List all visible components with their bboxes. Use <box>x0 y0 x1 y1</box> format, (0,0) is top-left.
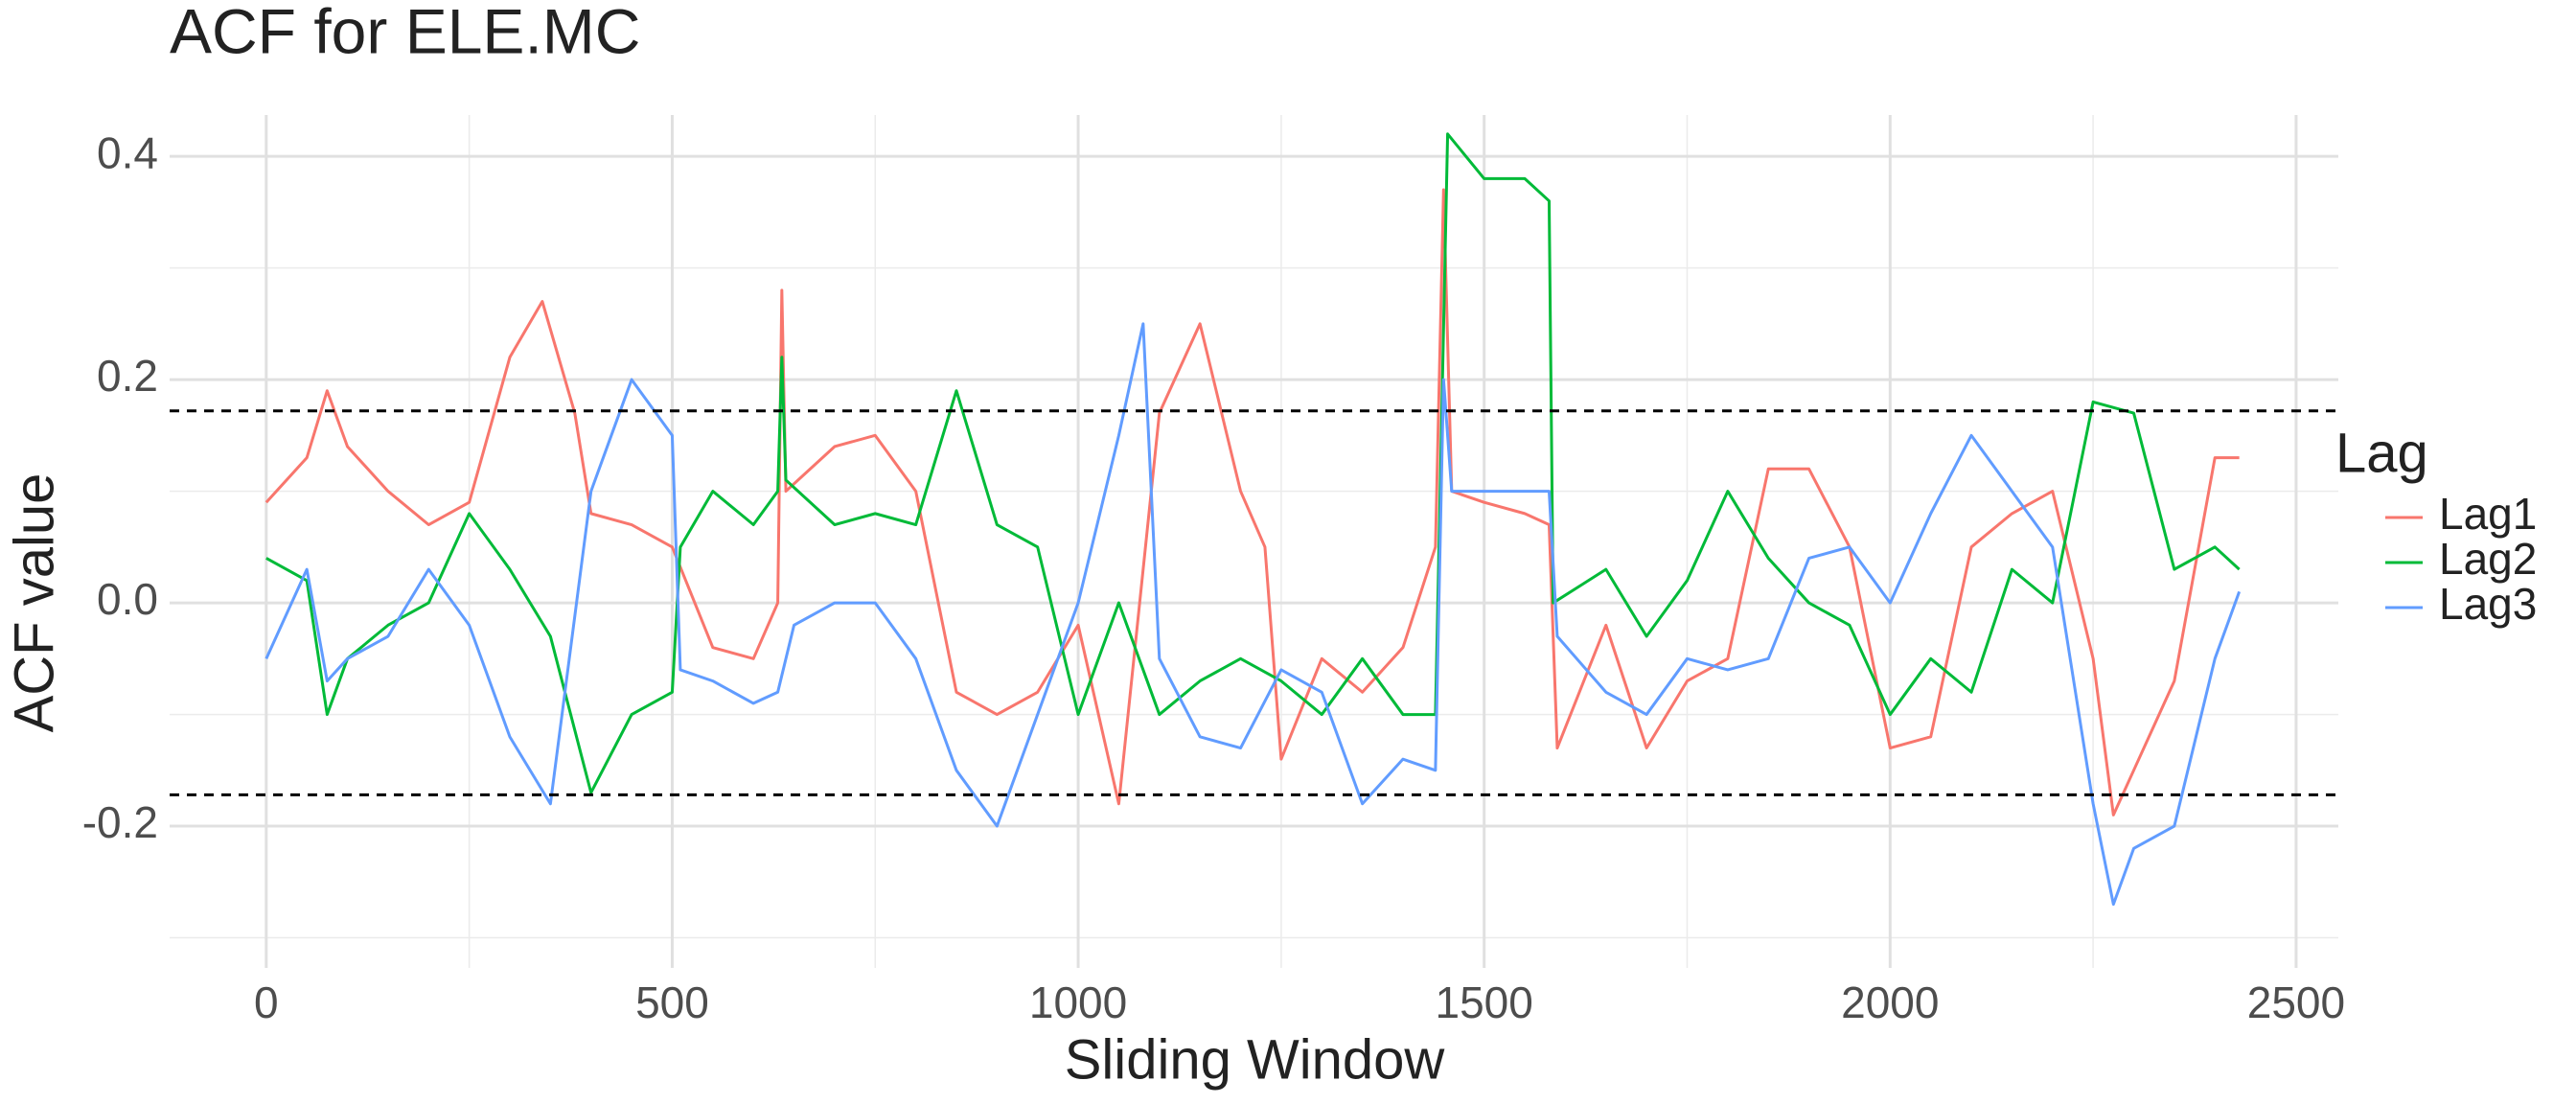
series-line <box>264 188 2240 816</box>
x-axis-title: Sliding Window <box>1065 1028 1446 1091</box>
legend-title: Lag <box>2335 422 2428 484</box>
y-tick-label: 0.4 <box>97 127 158 177</box>
y-tick-label: -0.2 <box>82 797 158 847</box>
x-tick-label: 2000 <box>1841 978 1939 1027</box>
series-line <box>265 132 2241 794</box>
x-tick-label: 1000 <box>1029 978 1127 1027</box>
y-axis-title: ACF value <box>3 473 65 733</box>
legend-label: Lag1 <box>2439 489 2537 539</box>
chart-title: ACF for ELE.MC <box>170 0 640 66</box>
x-tick-label: 0 <box>254 978 279 1027</box>
y-tick-label: 0.0 <box>97 574 158 624</box>
x-tick-label: 500 <box>635 978 709 1027</box>
x-tick-label: 1500 <box>1436 978 1533 1027</box>
y-tick-label: 0.2 <box>97 351 158 401</box>
legend-label: Lag2 <box>2439 534 2537 584</box>
x-tick-label: 2500 <box>2247 978 2345 1027</box>
legend-label: Lag3 <box>2439 579 2537 629</box>
series-line <box>264 322 2242 907</box>
